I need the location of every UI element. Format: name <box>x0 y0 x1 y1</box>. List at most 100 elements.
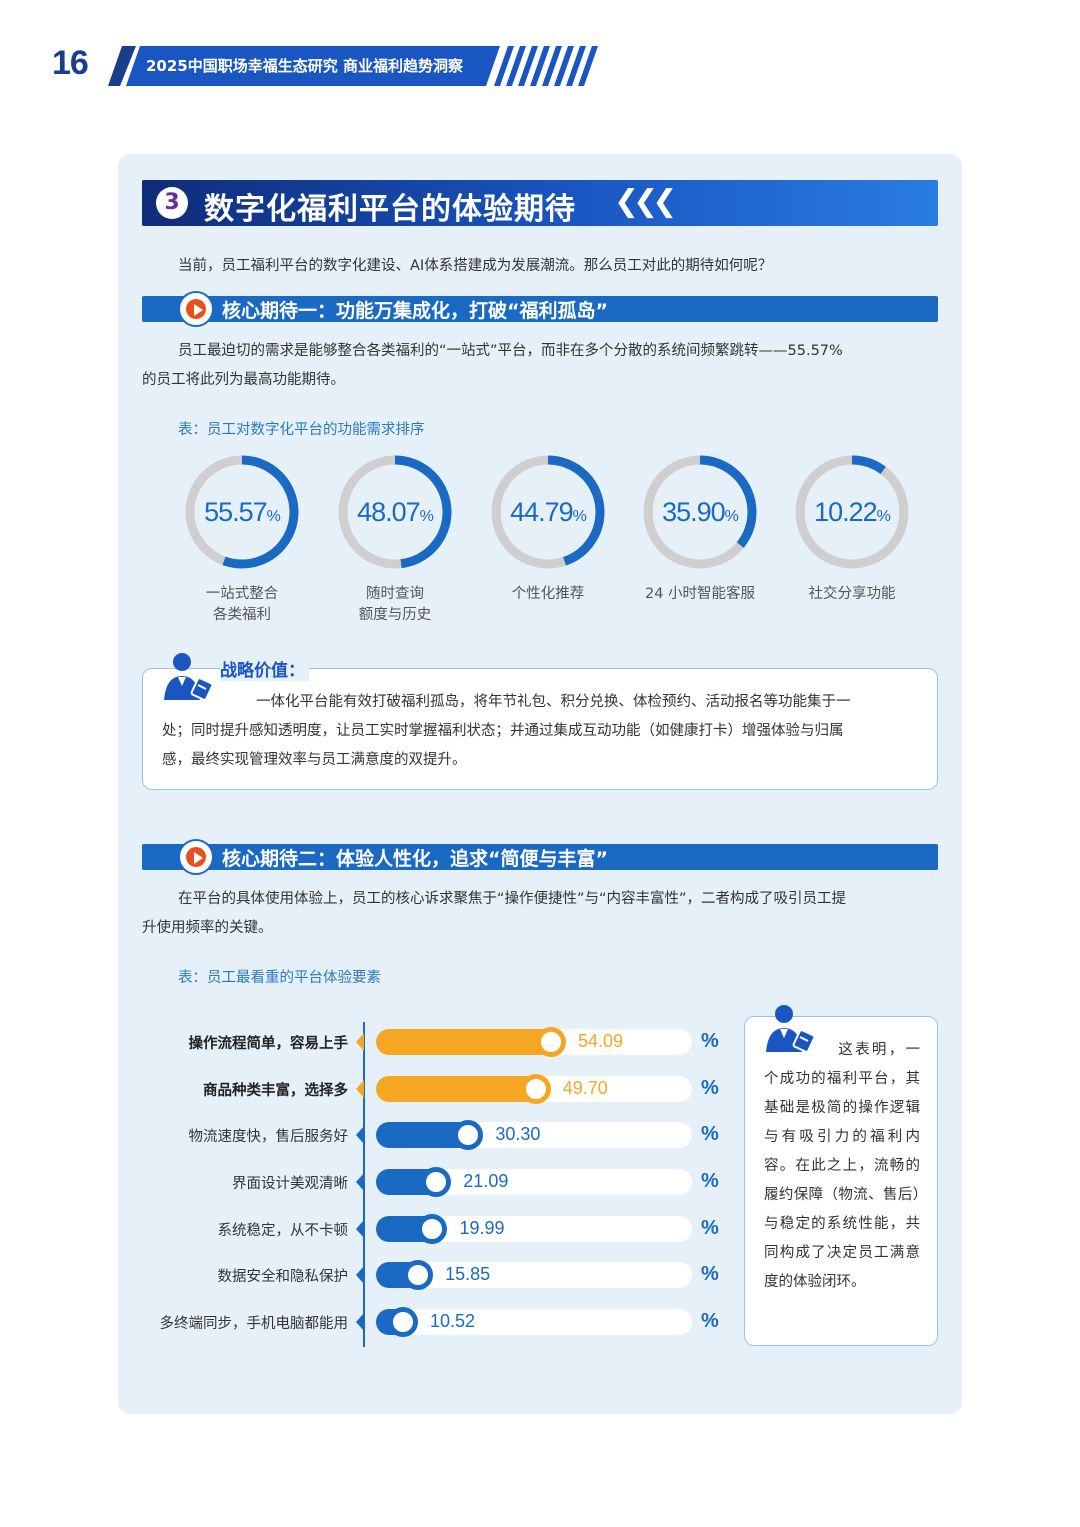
bar-percent-symbol: % <box>701 1263 719 1285</box>
donut-label-line: 各类福利 <box>213 607 271 623</box>
bar-category-label: 商品种类丰富，选择多 <box>203 1083 348 1099</box>
expectation1-title: 核心期待一：功能万集成化，打破“福利孤岛” <box>222 300 608 322</box>
bar-track <box>376 1309 692 1335</box>
bar-category-label: 物流速度快，售后服务好 <box>188 1129 349 1145</box>
donut-label-line: 随时查询 <box>366 586 424 602</box>
bar-value-label: 19.99 <box>459 1218 505 1238</box>
page-number: 16 <box>52 44 89 82</box>
donut-chart: 35.90% <box>640 452 760 572</box>
bar-knob <box>421 1167 452 1197</box>
donut-value-unit: % <box>572 508 587 525</box>
table-caption: 表：员工对数字化平台的功能需求排序 <box>178 422 425 438</box>
donut-value-number: 44.79 <box>510 497 574 527</box>
expectation2-title: 核心期待二：体验人性化，追求“简便与丰富” <box>222 848 608 870</box>
donut-chart: 44.79% <box>488 452 608 572</box>
donut-value-unit: % <box>266 508 281 525</box>
bar-pointer <box>356 1313 364 1331</box>
bar-knob <box>388 1307 418 1337</box>
bar-value-label: 21.09 <box>463 1171 509 1191</box>
donut-value-number: 35.90 <box>662 497 726 527</box>
play-icon <box>178 839 214 875</box>
bar-category-label: 操作流程简单，容易上手 <box>188 1036 349 1052</box>
section-title: 数字化福利平台的体验期待 <box>204 192 576 227</box>
donut-label: 个性化推荐 <box>468 584 628 605</box>
section-intro: 当前，员工福利平台的数字化建设、AI体系搭建成为发展潮流。那么员工对此的期待如何… <box>178 258 773 274</box>
expectation2-para-line: 在平台的具体使用体验上，员工的核心诉求聚焦于“操作便捷性”与“内容丰富性”，二者… <box>178 891 847 907</box>
report-title: 2025中国职场幸福生态研究 商业福利趋势洞察 <box>146 57 463 75</box>
bar-pointer <box>356 1126 364 1144</box>
donut-value: 48.07% <box>335 452 455 572</box>
donut-arc <box>185 455 299 569</box>
bar-pointer <box>356 1220 364 1238</box>
side-note-box <box>744 1016 938 1346</box>
donut-arc <box>795 455 909 569</box>
side-note-text: 这表明，一个成功的福利平台，其基础是极简的操作逻辑与有吸引力的福利内容。在此之上… <box>764 1036 920 1297</box>
table-caption: 表：员工最看重的平台体验要素 <box>178 970 381 986</box>
strategy-line: 处；同时提升感知透明度，让员工实时掌握福利状态；并通过集成互动功能（如健康打卡）… <box>162 723 844 739</box>
strategy-box <box>142 668 938 790</box>
side-note-content: 这表明，一个成功的福利平台，其基础是极简的操作逻辑与有吸引力的福利内容。在此之上… <box>764 1042 920 1290</box>
header-banner <box>108 46 598 86</box>
bar-pointer <box>356 1033 364 1051</box>
donut-arc <box>643 455 757 569</box>
donut-ring <box>338 455 452 569</box>
donut-label-line: 24 小时智能客服 <box>644 586 756 602</box>
person-icon <box>164 653 214 701</box>
donut-label: 一站式整合 各类福利 <box>162 584 322 626</box>
donut-chart: 10.22% <box>792 452 912 572</box>
bar-knob <box>403 1260 434 1290</box>
bar-value-label: 10.52 <box>430 1311 476 1331</box>
strategy-label: 战略价值： <box>220 656 309 681</box>
bar-percent-symbol: % <box>701 1030 719 1052</box>
bar-value-label: 49.70 <box>562 1078 608 1098</box>
expectation2-paragraph: 在平台的具体使用体验上，员工的核心诉求聚焦于“操作便捷性”与“内容丰富性”，二者… <box>142 885 942 943</box>
bar-pointer <box>356 1080 364 1098</box>
donut-value-unit: % <box>876 508 891 525</box>
donut-value: 35.90% <box>640 452 760 572</box>
donut-value: 44.79% <box>488 452 608 572</box>
bar-category-label: 系统稳定，从不卡顿 <box>217 1223 349 1239</box>
person-icon <box>766 1005 816 1053</box>
bar-category-label: 界面设计美观清晰 <box>232 1176 348 1192</box>
donut-label-line: 额度与历史 <box>358 607 432 623</box>
donut-ring <box>185 455 299 569</box>
donut-label-line: 一站式整合 <box>205 586 279 602</box>
bar-knob <box>453 1120 484 1150</box>
donut-arc <box>338 455 452 569</box>
bar-percent-symbol: % <box>701 1310 719 1332</box>
donut-ring <box>795 455 909 569</box>
strategy-line: 一体化平台能有效打破福利孤岛，将年节礼包、积分兑换、体检预约、活动报名等功能集于… <box>256 694 851 710</box>
bar-knob <box>520 1074 551 1104</box>
donut-value-number: 48.07 <box>357 497 421 527</box>
bar-category-label: 多终端同步，手机电脑都能用 <box>159 1316 349 1332</box>
expectation2-banner <box>142 844 938 870</box>
play-icon <box>178 291 214 327</box>
expectation2-para-line: 升使用频率的关键。 <box>142 920 273 936</box>
donut-value-number: 55.57 <box>204 497 268 527</box>
donut-arc <box>491 455 605 569</box>
bar-knob <box>536 1027 567 1057</box>
expectation1-paragraph: 员工最迫切的需求是能够整合各类福利的“一站式”平台，而非在多个分散的系统间频繁跳… <box>142 337 942 395</box>
bar-value-label: 15.85 <box>445 1264 491 1284</box>
bar-chart-axis <box>363 1022 365 1347</box>
bar <box>376 1076 549 1102</box>
donut-value-unit: % <box>724 508 739 525</box>
donut-value-number: 10.22 <box>814 497 878 527</box>
donut-label-line: 社交分享功能 <box>808 586 896 602</box>
chevrons-left-icon: ❮❮❮ <box>614 184 677 219</box>
donut-value: 55.57% <box>182 452 302 572</box>
bar-percent-symbol: % <box>701 1217 719 1239</box>
bar <box>376 1029 565 1055</box>
bar-percent-symbol: % <box>701 1077 719 1099</box>
bar-pointer <box>356 1173 364 1191</box>
donut-label: 社交分享功能 <box>772 584 932 605</box>
donut-value: 10.22% <box>792 452 912 572</box>
donut-ring <box>491 455 605 569</box>
bar-value-label: 30.30 <box>495 1124 541 1144</box>
bar-value-label: 54.09 <box>578 1031 624 1051</box>
donut-chart: 55.57% <box>182 452 302 572</box>
bar-knob <box>417 1214 448 1244</box>
strategy-text: 一体化平台能有效打破福利孤岛，将年节礼包、积分兑换、体检预约、活动报名等功能集于… <box>162 688 922 775</box>
donut-value-unit: % <box>419 508 434 525</box>
bar-percent-symbol: % <box>701 1123 719 1145</box>
